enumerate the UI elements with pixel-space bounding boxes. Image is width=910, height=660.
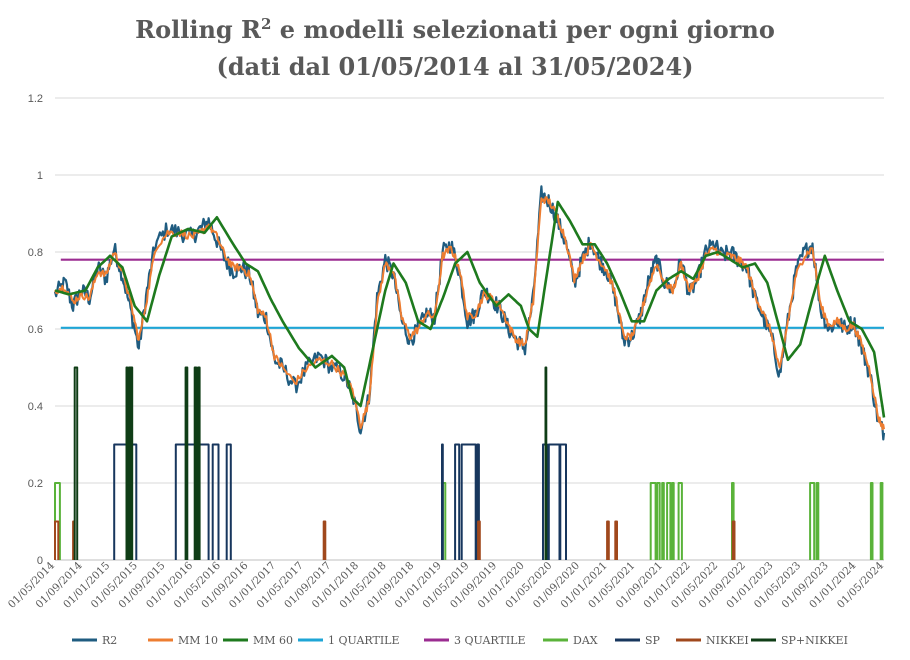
grid	[55, 97, 884, 561]
series-sp-nikkei	[73, 366, 548, 560]
series-nikkei	[54, 520, 736, 560]
y-tick-label: 0	[37, 555, 43, 567]
series-r2	[53, 185, 886, 441]
chart-title-line1: Rolling R2 e modelli selezionati per ogn…	[135, 15, 775, 44]
y-tick-label: 0.8	[28, 247, 43, 259]
legend-label: 3 QUARTILE	[454, 634, 526, 647]
series-dax	[54, 482, 884, 560]
x-axis-ticks: 01/05/201401/09/201401/01/201501/05/2015…	[6, 559, 887, 611]
y-tick-label: 0.2	[28, 478, 43, 490]
series-group	[53, 185, 886, 560]
legend-label: SP+NIKKEI	[781, 634, 848, 647]
y-axis-ticks: 0 0.2 0.4 0.6 0.8 1 1.2	[28, 93, 43, 567]
legend: R2 MM 10 MM 60 1 QUARTILE 3 QUARTILE DAX SP NIK…	[72, 634, 848, 647]
series-sp	[113, 443, 567, 560]
series-mm-60	[54, 200, 886, 418]
legend-label: NIKKEI	[706, 634, 749, 647]
y-tick-label: 0.6	[28, 324, 43, 336]
legend-label: SP	[645, 634, 661, 647]
legend-label: MM 10	[178, 634, 218, 647]
legend-label: 1 QUARTILE	[328, 634, 400, 647]
legend-label: R2	[102, 634, 117, 647]
chart-title-line2: (dati dal 01/05/2014 al 31/05/2024)	[216, 52, 693, 81]
y-tick-label: 0.4	[28, 401, 43, 413]
legend-label: DAX	[573, 634, 598, 647]
series-mm-10	[54, 196, 885, 431]
legend-label: MM 60	[253, 634, 293, 647]
y-tick-label: 1	[37, 170, 43, 182]
y-tick-label: 1.2	[28, 93, 43, 105]
